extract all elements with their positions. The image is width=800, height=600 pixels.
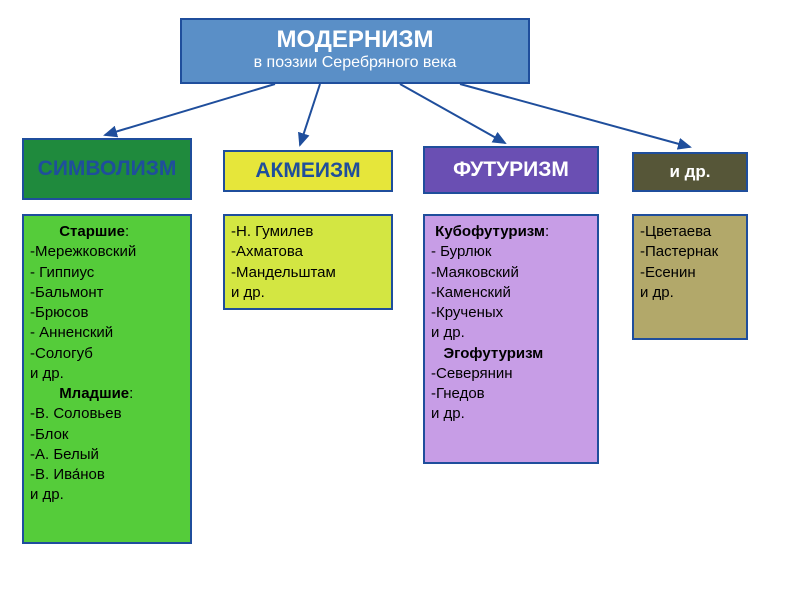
root-subtitle: в поэзии Серебряного века xyxy=(186,54,524,72)
arrow xyxy=(105,84,275,135)
detail-node: -Н. Гумилев-Ахматова-Мандельштами др. xyxy=(223,214,393,310)
category-node: СИМВОЛИЗМ xyxy=(22,138,192,200)
detail-node: Старшие:-Мережковский- Гиппиус-Бальмонт-… xyxy=(22,214,192,544)
category-label: СИМВОЛИЗМ xyxy=(38,157,177,181)
root-title: МОДЕРНИЗМ xyxy=(186,26,524,54)
category-label: ФУТУРИЗМ xyxy=(453,158,569,182)
arrow xyxy=(300,84,320,145)
detail-node: Кубофутуризм:- Бурлюк-Маяковский-Каменск… xyxy=(423,214,599,464)
category-node: ФУТУРИЗМ xyxy=(423,146,599,194)
detail-node: -Цветаева-Пастернак-Есенини др. xyxy=(632,214,748,340)
category-node: АКМЕИЗМ xyxy=(223,150,393,192)
category-label: и др. xyxy=(669,162,710,182)
category-label: АКМЕИЗМ xyxy=(255,159,360,183)
root-node: МОДЕРНИЗМ в поэзии Серебряного века xyxy=(180,18,530,84)
category-node: и др. xyxy=(632,152,748,192)
